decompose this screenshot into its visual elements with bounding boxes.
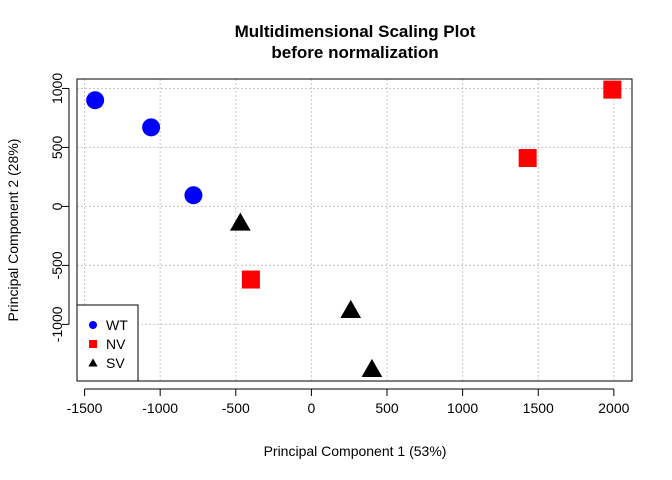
legend: WT NV SV xyxy=(76,304,139,382)
y-tick-label: 500 xyxy=(49,136,65,160)
x-tick-label: 1500 xyxy=(523,400,554,416)
data-point-wt xyxy=(86,91,105,110)
legend-label-sv: SV xyxy=(106,355,125,371)
legend-marker-sv xyxy=(88,358,98,367)
x-tick-label: 1000 xyxy=(447,400,478,416)
legend-marker-nv xyxy=(89,340,97,348)
y-tick-label: 0 xyxy=(49,202,65,210)
legend-label-nv: NV xyxy=(106,336,126,352)
data-point-nv xyxy=(518,149,537,168)
data-point-nv xyxy=(241,270,260,289)
legend-box xyxy=(76,304,139,382)
x-tick-label: 0 xyxy=(308,400,316,416)
plot-frame xyxy=(76,78,633,382)
x-tick-label: -1000 xyxy=(142,400,178,416)
y-tick-label: -500 xyxy=(49,251,65,279)
y-tick-label: -1000 xyxy=(49,306,65,342)
data-point-sv xyxy=(361,358,383,377)
points-layer xyxy=(86,80,622,377)
legend-marker-wt xyxy=(89,321,97,329)
chart-title-line-2: before normalization xyxy=(271,43,438,62)
axes-layer: -1500 -1000 -500 0 500 1000 1500 2000 -1000 -500 0… xyxy=(49,73,633,416)
legend-label-wt: WT xyxy=(106,317,128,333)
y-axis-label: Principal Component 2 (28%) xyxy=(5,139,21,322)
chart-title-line-1: Multidimensional Scaling Plot xyxy=(235,22,476,41)
y-tick-label: 1000 xyxy=(49,73,65,104)
data-point-sv xyxy=(229,212,251,231)
data-point-wt xyxy=(184,186,203,205)
grid-layer xyxy=(77,79,632,381)
x-tick-label: -500 xyxy=(222,400,250,416)
x-axis-label: Principal Component 1 (53%) xyxy=(264,443,447,459)
x-tick-label: -1500 xyxy=(67,400,103,416)
data-point-nv xyxy=(603,80,622,99)
x-tick-label: 2000 xyxy=(598,400,629,416)
data-point-wt xyxy=(142,118,161,137)
data-point-sv xyxy=(340,299,362,318)
x-tick-label: 500 xyxy=(375,400,399,416)
